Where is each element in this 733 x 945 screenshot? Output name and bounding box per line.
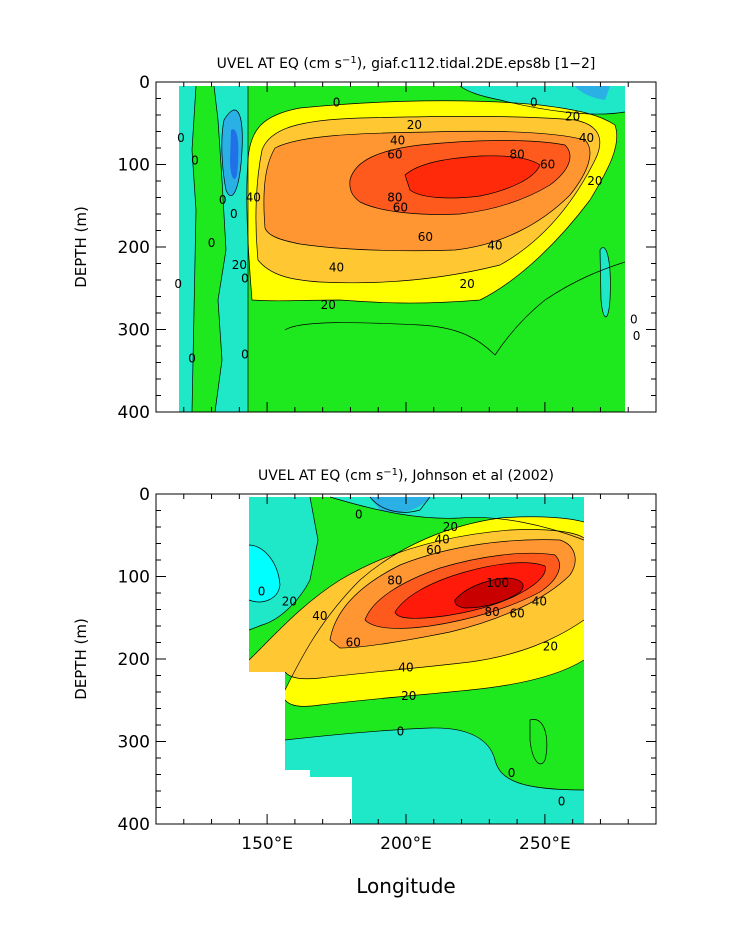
y-tick-label: 200: [118, 238, 150, 258]
contour-label: 0: [230, 207, 238, 221]
contour-label: 0: [530, 96, 538, 110]
y-tick-label: 0: [139, 485, 150, 505]
contour-label: 60: [387, 148, 402, 162]
contour-label: 20: [321, 298, 336, 312]
contour-label: 20: [459, 277, 474, 291]
top-fill-neg-deep-east: [600, 247, 611, 317]
contour-label: 20: [401, 689, 416, 703]
panel-bottom-title: UVEL AT EQ (cm s−1), Johnson et al (2002…: [258, 467, 554, 484]
bot-fill-neg-deep: [285, 727, 584, 824]
contour-label: 0: [397, 725, 405, 739]
contour-label: 0: [188, 351, 196, 365]
panel-top-contour-fill: [179, 85, 626, 412]
contour-label: 0: [630, 313, 638, 327]
contour-label: 40: [532, 594, 547, 608]
contour-label: 100: [486, 576, 509, 590]
bot-contour-lines: [248, 496, 585, 791]
top-fill-neg-west: [179, 86, 196, 412]
top-fill-neg-east-core: [575, 86, 610, 100]
contour-label: 0: [241, 347, 249, 361]
panel-bottom-contour-fill: [156, 494, 656, 824]
contour-label: 20: [587, 174, 602, 188]
contour-label: 80: [484, 605, 499, 619]
x-axis-label: Longitude: [356, 874, 455, 898]
panel-bottom-ylabel: DEPTH (m): [72, 618, 90, 700]
panel-top-x-axis: [155, 82, 657, 412]
y-tick-label: 300: [118, 733, 150, 753]
contour-label: 60: [346, 636, 361, 650]
contour-label: 60: [393, 200, 408, 214]
contour-label: 40: [329, 261, 344, 275]
contour-label: 60: [540, 158, 555, 172]
contour-label: 60: [418, 230, 433, 244]
y-tick-label: 200: [118, 650, 150, 670]
contour-label: 0: [355, 508, 363, 522]
contour-label: 60: [509, 607, 524, 621]
contour-label: 20: [543, 640, 558, 654]
panel-top: UVEL AT EQ (cm s−1), giaf.c112.tidal.2DE…: [72, 55, 657, 423]
contour-label: 40: [579, 131, 594, 145]
bot-fill-neg-west-core: [249, 545, 280, 602]
y-tick-label: 300: [118, 321, 150, 341]
panel-top-title: UVEL AT EQ (cm s−1), giaf.c112.tidal.2DE…: [217, 55, 596, 72]
y-tick-label: 400: [118, 403, 150, 423]
contour-label: 0: [508, 766, 516, 780]
contour-label: 20: [282, 594, 297, 608]
x-tick-label: 150°E: [241, 834, 293, 854]
bot-fill-100: [454, 578, 524, 608]
contour-label: 40: [246, 191, 261, 205]
contour-label: 20: [565, 110, 580, 124]
contour-label: 0: [177, 131, 185, 145]
y-tick-label: 100: [118, 568, 150, 588]
panel-bottom: UVEL AT EQ (cm s−1), Johnson et al (2002…: [72, 467, 657, 898]
y-tick-label: 400: [118, 815, 150, 835]
contour-label: 20: [443, 520, 458, 534]
contour-label: 80: [509, 148, 524, 162]
x-tick-label: 250°E: [519, 834, 571, 854]
contour-label: 0: [258, 584, 266, 598]
contour-label: 60: [426, 543, 441, 557]
contour-label: 0: [208, 236, 216, 250]
contour-label: 40: [398, 660, 413, 674]
contour-label: 20: [407, 118, 422, 132]
contour-label: 40: [434, 532, 449, 546]
contour-label: 40: [487, 238, 502, 252]
contour-label: 0: [174, 277, 182, 291]
panel-top-ylabel: DEPTH (m): [72, 206, 90, 288]
contour-label: 80: [387, 191, 402, 205]
contour-label: 80: [387, 574, 402, 588]
contour-label: 0: [558, 795, 566, 809]
bot-no-data-east: [584, 494, 656, 824]
contour-label: 0: [333, 96, 341, 110]
contour-label: 0: [191, 153, 199, 167]
y-tick-label: 0: [139, 73, 150, 93]
y-tick-label: 100: [118, 156, 150, 176]
contour-label: 40: [390, 134, 405, 148]
contour-label: 0: [219, 193, 227, 207]
top-fill-neg-core2: [230, 129, 239, 180]
panel-bottom-x-axis: 150°E 200°E 250°E: [155, 494, 657, 854]
bot-no-data-west: [156, 494, 352, 824]
top-fill-80b: [405, 155, 540, 198]
contour-label: 20: [232, 258, 247, 272]
x-tick-label: 200°E: [380, 834, 432, 854]
contour-label: 40: [312, 609, 327, 623]
contour-label: 0: [633, 329, 641, 343]
contour-label: 0: [241, 271, 249, 285]
top-contour-lines: [191, 85, 626, 412]
